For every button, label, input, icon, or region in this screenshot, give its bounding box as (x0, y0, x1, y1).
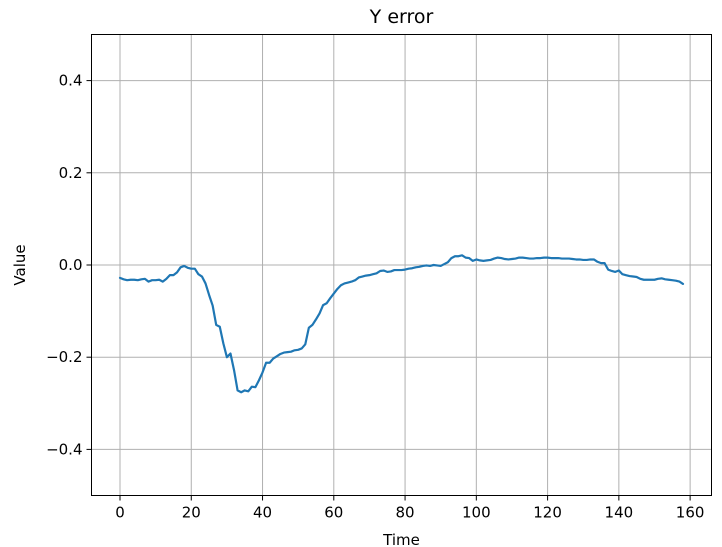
x-tick-label: 0 (115, 504, 125, 522)
chart-title: Y error (369, 6, 434, 28)
x-tick-label: 80 (396, 504, 415, 522)
x-axis-label: Time (382, 531, 420, 547)
grid (91, 34, 712, 496)
x-tick-label: 100 (462, 504, 491, 522)
x-tick-label: 140 (605, 504, 634, 522)
x-tick-label: 160 (676, 504, 705, 522)
y-tick-label: 0.2 (59, 164, 83, 182)
y-axis-label: Value (11, 244, 29, 285)
series-line (118, 254, 685, 394)
y-tick-label: 0.4 (59, 72, 83, 90)
y-tick-label: −0.2 (46, 348, 82, 366)
y-tick-label: −0.4 (46, 440, 82, 458)
x-tick-label: 20 (182, 504, 201, 522)
y-axis: −0.4 −0.2 0.0 0.2 0.4 (46, 72, 92, 458)
x-axis: 0 20 40 60 80 100 120 140 160 (115, 495, 705, 522)
series-layer (118, 254, 685, 394)
x-tick-label: 60 (324, 504, 343, 522)
x-tick-label: 40 (253, 504, 272, 522)
y-tick-label: 0.0 (59, 256, 83, 274)
x-tick-label: 120 (533, 504, 562, 522)
